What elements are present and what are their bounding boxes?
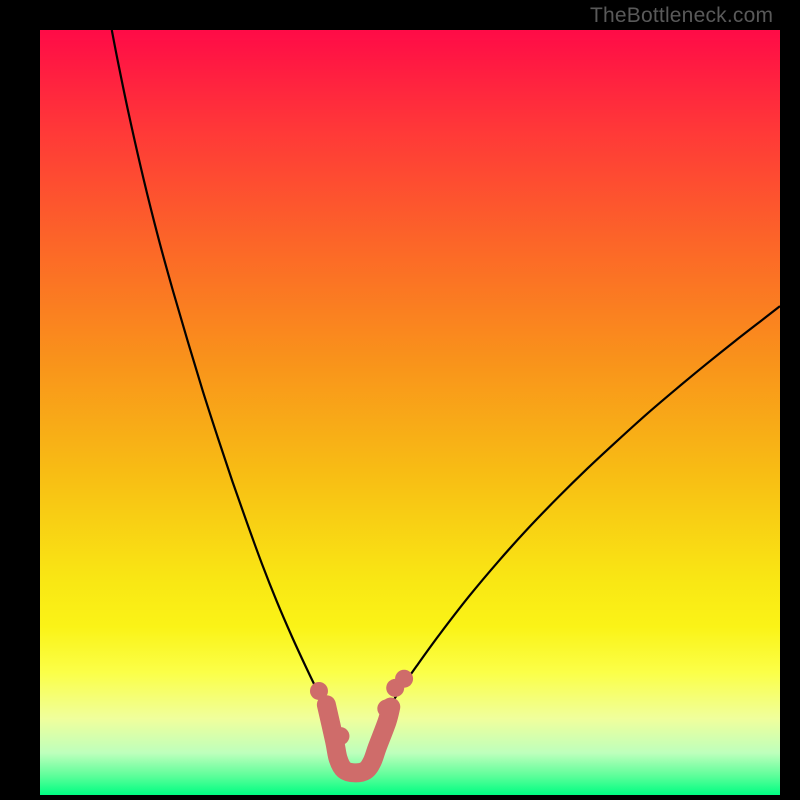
chart-container: TheBottleneck.com — [0, 0, 800, 800]
bottleneck-chart — [0, 0, 800, 800]
watermark-text: TheBottleneck.com — [590, 4, 773, 28]
